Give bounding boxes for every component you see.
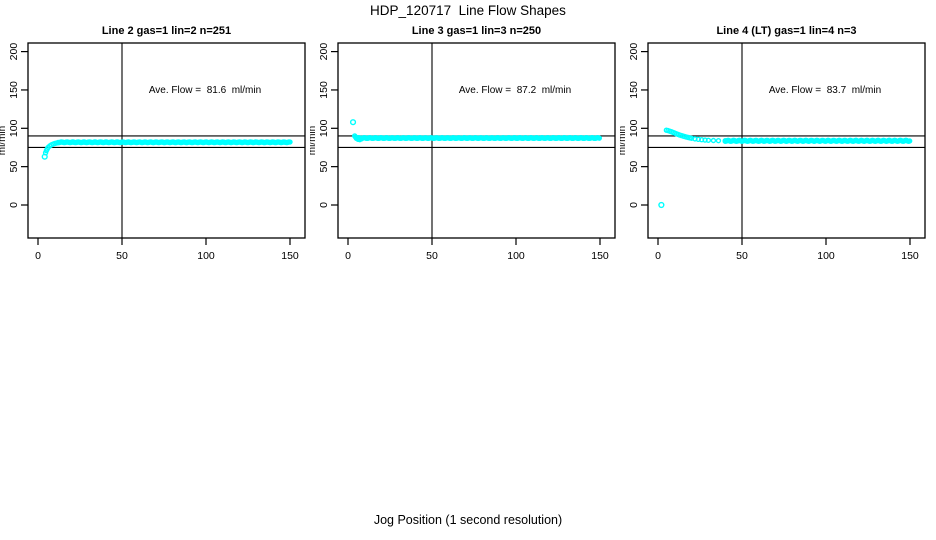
isolated-data-point — [658, 201, 665, 209]
panel-2-plot: 0 50 100 150 200 ml/min 0 50 100 150 — [310, 42, 616, 262]
y-tick-label: 50 — [628, 161, 640, 173]
x-tick-label: 0 — [655, 250, 661, 262]
plot-box — [27, 42, 306, 239]
y-tick-label: 100 — [318, 119, 330, 137]
y-tick-label: 150 — [628, 81, 640, 99]
y-tick-label: 0 — [628, 202, 640, 208]
x-tick-label: 100 — [197, 250, 215, 262]
x-tick-label: 50 — [736, 250, 748, 262]
data-points — [349, 119, 603, 143]
x-tick-label: 0 — [345, 250, 351, 262]
y-tick-label: 200 — [8, 43, 20, 61]
x-tick-label: 50 — [116, 250, 128, 262]
x-tick-label: 150 — [591, 250, 609, 262]
data-point — [906, 138, 913, 144]
y-tick-label: 100 — [8, 119, 20, 137]
x-tick-label: 0 — [35, 250, 41, 262]
y-axis-label: ml/min — [620, 126, 628, 155]
panel-line3: Line 3 gas=1 lin=3 n=250 Ave. Flow = 87.… — [310, 25, 622, 275]
y-axis-label: ml/min — [0, 126, 8, 155]
y-axis-label: ml/min — [310, 126, 318, 155]
panel-line4: Line 4 (LT) gas=1 lin=4 n=3 Ave. Flow = … — [620, 25, 932, 275]
y-tick-label: 100 — [628, 119, 640, 137]
x-axis-label: Jog Position (1 second resolution) — [373, 513, 563, 527]
y-tick-label: 200 — [318, 43, 330, 61]
x-tick-label: 150 — [281, 250, 299, 262]
panel-3-plot: 0 50 100 150 200 ml/min 0 50 100 150 — [620, 42, 926, 262]
panel-line4-ave-flow-annotation: Ave. Flow = 83.7 ml/min — [768, 85, 882, 96]
x-tick-label: 150 — [901, 250, 919, 262]
y-tick-label: 0 — [8, 202, 20, 208]
panel-1-plot: 0 50 100 150 200 ml/min 0 50 100 150 — [0, 42, 306, 262]
data-points — [658, 127, 913, 209]
plot-box — [647, 42, 926, 239]
y-tick-label: 150 — [8, 81, 20, 99]
plot-box — [337, 42, 616, 239]
y-tick-label: 150 — [318, 81, 330, 99]
x-tick-label: 50 — [426, 250, 438, 262]
data-point — [596, 135, 603, 141]
panel-line2-title: Line 2 gas=1 lin=2 n=251 — [101, 25, 232, 37]
panel-line3-ave-flow-annotation: Ave. Flow = 87.2 ml/min — [458, 85, 572, 96]
y-tick-label: 200 — [628, 43, 640, 61]
isolated-data-point — [349, 119, 357, 126]
data-point — [710, 137, 717, 144]
main-title: HDP_120717 Line Flow Shapes — [370, 3, 566, 18]
panel-line2-ave-flow-annotation: Ave. Flow = 81.6 ml/min — [148, 85, 262, 96]
data-points — [41, 139, 293, 160]
panel-line3-title: Line 3 gas=1 lin=3 n=250 — [411, 25, 542, 37]
y-tick-label: 50 — [8, 161, 20, 173]
y-tick-label: 0 — [318, 202, 330, 208]
data-point — [287, 139, 293, 145]
x-tick-label: 100 — [507, 250, 525, 262]
data-point — [715, 137, 722, 144]
y-tick-label: 50 — [318, 161, 330, 173]
data-point — [705, 137, 712, 143]
panel-line2: Line 2 gas=1 lin=2 n=251 Ave. Flow = 81.… — [0, 25, 312, 275]
x-tick-label: 100 — [817, 250, 835, 262]
panel-line4-title: Line 4 (LT) gas=1 lin=4 n=3 — [716, 25, 857, 37]
